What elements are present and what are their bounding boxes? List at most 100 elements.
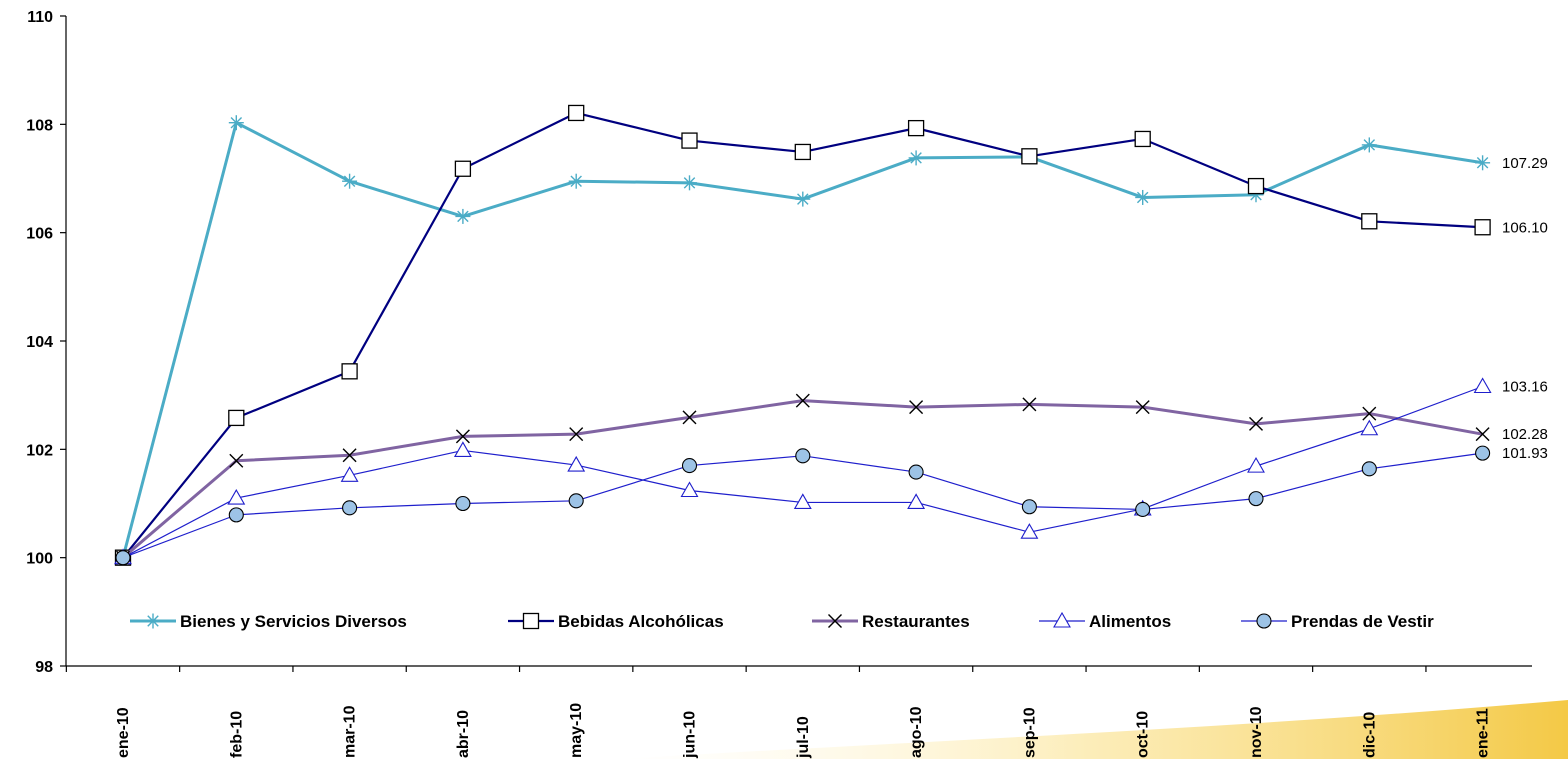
- legend-marker: [1053, 611, 1071, 628]
- legend-item-prendas-de-vestir: Prendas de Vestir: [1241, 612, 1434, 631]
- legend-label: Restaurantes: [862, 612, 970, 631]
- data-point: [682, 175, 697, 191]
- data-point: [227, 488, 246, 505]
- data-point: [1020, 523, 1039, 539]
- data-point: [1134, 130, 1151, 148]
- data-point: [567, 455, 586, 472]
- data-point: [1249, 416, 1263, 431]
- x-tick-label: jun-10: [682, 711, 699, 759]
- end-value-label: 102.28: [1502, 426, 1548, 443]
- legend-item-restaurantes: Restaurantes: [812, 612, 970, 631]
- x-tick-label: ago-10: [908, 706, 925, 758]
- y-tick-label: 102: [26, 442, 53, 459]
- data-point: [455, 429, 470, 444]
- end-value-label: 101.93: [1502, 445, 1548, 462]
- data-point: [795, 448, 811, 464]
- data-point: [681, 132, 698, 149]
- series-prendas-de-vestir: [115, 445, 1491, 566]
- data-point: [907, 493, 926, 509]
- legend-marker: [522, 612, 540, 630]
- data-point: [1135, 400, 1150, 415]
- x-tick-label: ene-10: [115, 707, 132, 758]
- legend-marker: [828, 614, 842, 628]
- data-point: [909, 400, 924, 415]
- end-value-label: 106.10: [1502, 219, 1548, 236]
- legend-label: Alimentos: [1089, 612, 1171, 631]
- legend-item-alimentos: Alimentos: [1039, 611, 1171, 631]
- end-value-label: 107.29: [1502, 155, 1548, 172]
- legend-label: Prendas de Vestir: [1291, 612, 1434, 631]
- x-tick-label: jul-10: [795, 716, 812, 759]
- data-point: [1248, 491, 1264, 507]
- data-point: [794, 143, 811, 161]
- data-point: [1361, 461, 1377, 477]
- data-point: [455, 495, 471, 512]
- y-tick-label: 110: [27, 9, 53, 26]
- data-point: [1475, 427, 1490, 442]
- data-point: [1247, 457, 1265, 473]
- end-labels: 107.29 106.10 102.28 103.16 101.93: [1502, 155, 1548, 462]
- decorative-swoosh: [620, 700, 1568, 759]
- data-point: [1475, 445, 1491, 461]
- data-point: [908, 464, 924, 480]
- legend-marker: [145, 613, 161, 629]
- x-tick-label: mar-10: [342, 705, 359, 758]
- x-tick-label: ene-11: [1475, 708, 1492, 758]
- data-point: [568, 493, 584, 509]
- x-tick-label: dic-10: [1361, 712, 1378, 758]
- data-point: [793, 493, 812, 509]
- data-point: [341, 363, 358, 380]
- data-point: [568, 173, 584, 189]
- data-point: [1021, 148, 1038, 165]
- legend-item-bienes-y-servicios-diversos: Bienes y Servicios Diversos: [130, 612, 407, 631]
- data-point: [795, 393, 810, 408]
- series-restaurantes: [116, 393, 1490, 565]
- data-point: [342, 500, 358, 516]
- data-point: [340, 466, 359, 482]
- series-line-alimentos: [122, 385, 1483, 559]
- data-point: [342, 448, 357, 463]
- data-point: [228, 115, 244, 131]
- data-point: [1361, 213, 1378, 230]
- x-tick-label: oct-10: [1135, 711, 1152, 758]
- data-point: [681, 458, 698, 474]
- legend-label: Bebidas Alcohólicas: [558, 612, 724, 631]
- series-line-bebidas-alcoholicas: [122, 111, 1483, 559]
- data-point: [1135, 501, 1151, 518]
- data-point: [1474, 219, 1491, 236]
- legend-marker: [1256, 613, 1272, 629]
- data-point: [1135, 189, 1151, 205]
- x-tick-label: nov-10: [1248, 706, 1265, 758]
- data-point: [795, 191, 811, 207]
- data-point: [1247, 177, 1265, 195]
- data-point: [680, 481, 699, 498]
- x-tick-label: feb-10: [228, 711, 245, 758]
- data-point: [1360, 419, 1379, 436]
- data-point: [454, 160, 472, 177]
- data-point: [1021, 499, 1037, 515]
- data-point: [568, 104, 585, 122]
- y-tick-label: 98: [35, 659, 53, 676]
- x-tick-label: abr-10: [455, 710, 472, 758]
- data-point: [682, 410, 697, 425]
- data-point: [907, 119, 925, 137]
- legend-item-bebidas-alcoholicas: Bebidas Alcohólicas: [508, 612, 724, 631]
- x-tick-label: sep-10: [1021, 707, 1038, 758]
- y-tick-label: 100: [26, 551, 53, 568]
- data-point: [908, 150, 924, 166]
- data-point: [1473, 377, 1492, 394]
- data-point: [1475, 155, 1491, 171]
- axes: 98 100 102 104 106 108 110 ene-10 feb-10 mar-10 ab…: [26, 9, 1532, 759]
- data-point: [453, 441, 472, 457]
- legend-label: Bienes y Servicios Diversos: [180, 612, 407, 631]
- data-point: [342, 173, 358, 189]
- data-point: [1022, 397, 1037, 412]
- y-tick-label: 106: [26, 226, 53, 243]
- data-point: [228, 409, 245, 427]
- series-layer: [114, 104, 1492, 566]
- series-line-restaurantes: [122, 399, 1483, 559]
- data-point: [115, 550, 131, 566]
- series-alimentos: [114, 377, 1492, 565]
- data-point: [229, 453, 244, 468]
